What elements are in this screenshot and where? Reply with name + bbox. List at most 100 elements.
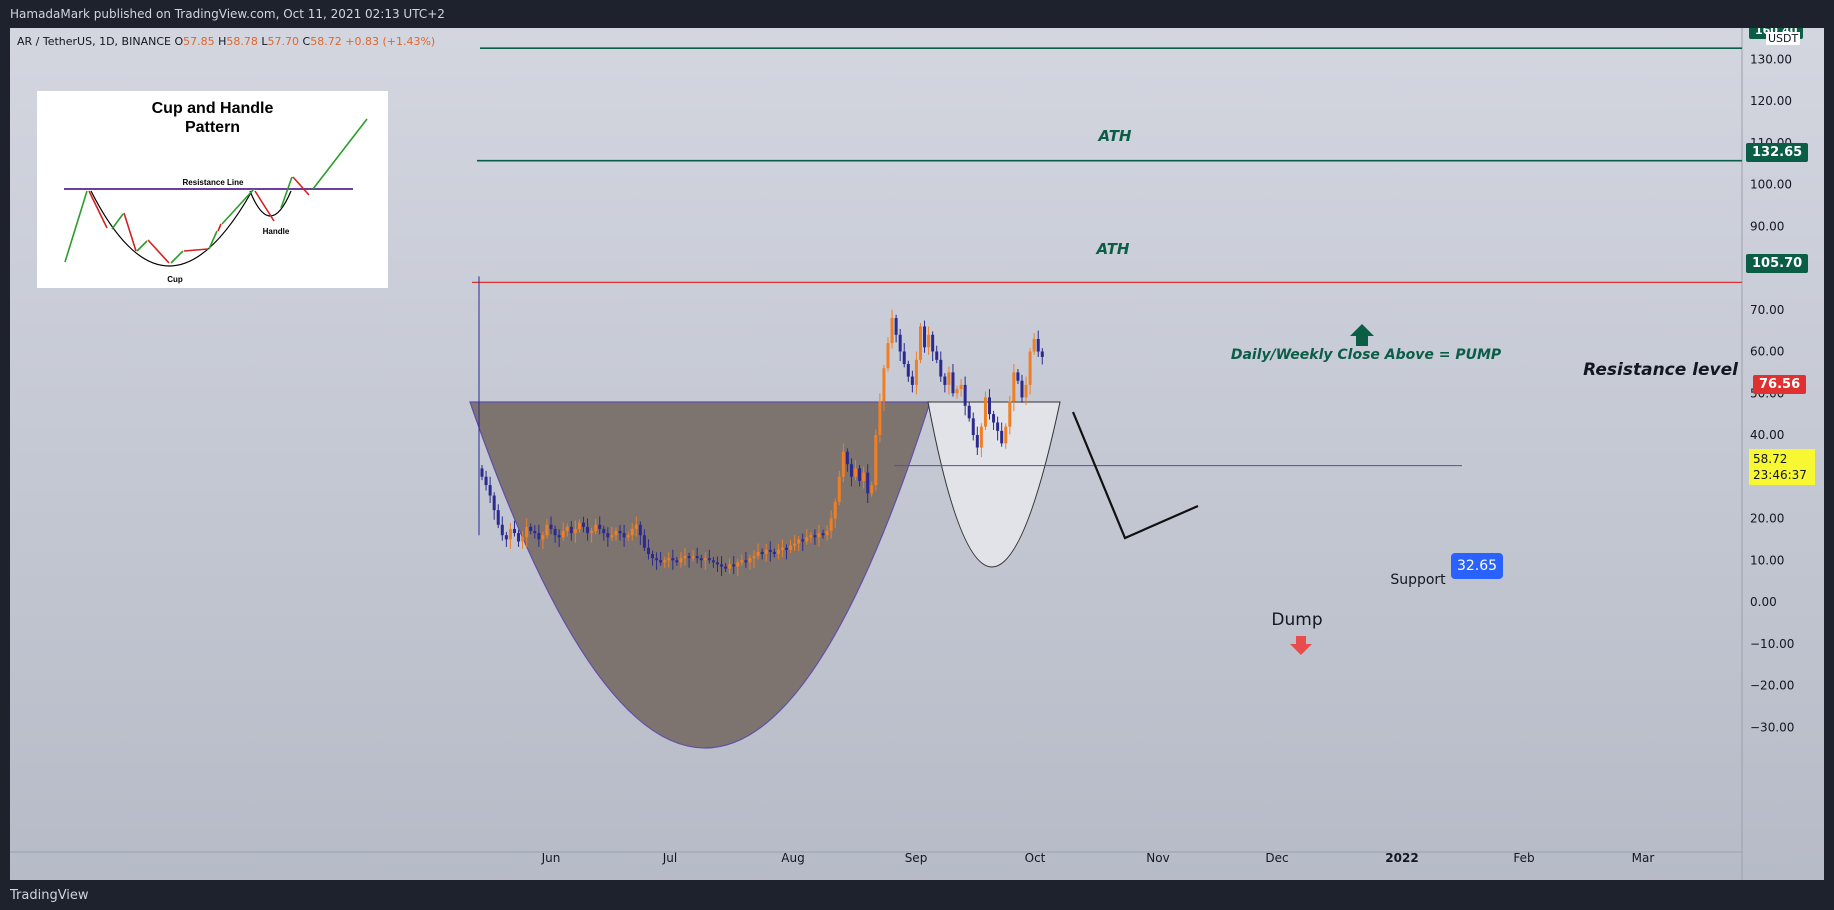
price-badge-ath-upper[interactable]: 132.65 xyxy=(1746,143,1809,162)
candle-down xyxy=(923,326,927,348)
symbol-info[interactable]: AR / TetherUS, 1D, BINANCE O57.85 H58.78… xyxy=(17,35,435,48)
price-badge-support[interactable]: 32.65 xyxy=(1451,553,1503,579)
inset-red-arrows xyxy=(88,176,310,264)
candle-up xyxy=(565,526,569,532)
time-tick-label: 2022 xyxy=(1385,851,1418,865)
inset-title-line1: Cup and Handle xyxy=(151,100,274,117)
candle-down xyxy=(500,524,504,536)
candle-down xyxy=(711,560,715,563)
candle-up xyxy=(927,334,931,348)
price-badge-resistance[interactable]: 76.56 xyxy=(1753,375,1807,394)
open-value: 57.85 xyxy=(183,35,215,48)
price-tick-label: 70.00 xyxy=(1750,303,1784,317)
candle-up xyxy=(1008,401,1012,427)
candle-up xyxy=(793,543,797,546)
candle-up xyxy=(626,535,630,538)
currency-label: USDT xyxy=(1766,32,1801,45)
candle-down xyxy=(517,533,521,542)
price-tick-label: 60.00 xyxy=(1750,345,1784,359)
candle-up xyxy=(886,343,890,369)
price-tick-label: −30.00 xyxy=(1750,720,1794,734)
candle-up xyxy=(1012,372,1016,402)
time-tick-label: Aug xyxy=(781,851,804,865)
candle-down xyxy=(553,528,557,536)
inset-cup-curve xyxy=(90,190,253,267)
candle-up xyxy=(947,372,951,385)
chart-canvas[interactable]: 150.00140.00130.00120.00110.00100.0090.0… xyxy=(10,28,1824,880)
price-badge-ath-lower[interactable]: 105.70 xyxy=(1746,254,1809,273)
candle-down xyxy=(845,451,849,465)
inset-title-line2: Pattern xyxy=(184,119,241,136)
dump-arrow-icon xyxy=(1290,636,1312,655)
candle-down xyxy=(724,566,728,569)
candle-down xyxy=(988,397,991,415)
symbol-pair: AR / TetherUS, 1D, BINANCE xyxy=(17,35,171,48)
candle-down xyxy=(858,468,862,481)
candle-down xyxy=(602,528,606,534)
last-price-value: 58.72 xyxy=(1753,452,1788,466)
candle-down xyxy=(906,364,910,377)
candle-down xyxy=(586,526,590,534)
candle-down xyxy=(975,435,979,448)
candle-up xyxy=(703,558,707,561)
candle-down xyxy=(504,535,508,540)
inset-handle-label: Handle xyxy=(263,227,290,236)
high-value: 58.78 xyxy=(226,35,258,48)
candle-down xyxy=(1036,338,1040,352)
change-value: +0.83 (+1.43%) xyxy=(345,35,436,48)
candle-up xyxy=(756,551,760,557)
inset-handle-curve xyxy=(249,190,292,217)
candle-up xyxy=(740,560,744,563)
low-label: L xyxy=(261,35,268,48)
candle-up xyxy=(776,549,780,554)
candle-down xyxy=(642,535,646,548)
chart-area[interactable]: 150.00140.00130.00120.00110.00100.0090.0… xyxy=(10,28,1824,880)
candle-down xyxy=(557,535,561,538)
candle-up xyxy=(854,468,858,477)
candle-up xyxy=(610,535,614,538)
candle-up xyxy=(878,401,882,435)
time-tick-label: Feb xyxy=(1513,851,1534,865)
candle-down xyxy=(671,558,675,561)
candle-down xyxy=(992,414,996,423)
candle-down xyxy=(720,564,724,567)
candle-up xyxy=(809,535,813,538)
dump-text: Dump xyxy=(1271,610,1322,630)
price-tick-label: 120.00 xyxy=(1750,94,1792,108)
candle-down xyxy=(715,562,719,565)
candle-up xyxy=(918,326,922,360)
candle-down xyxy=(1020,380,1024,398)
candle-down xyxy=(675,560,679,563)
price-badge-ath-lower-value: 105.70 xyxy=(1752,256,1803,271)
candle-down xyxy=(772,551,776,554)
candle-down xyxy=(533,531,537,534)
bar-countdown: 23:46:37 xyxy=(1753,468,1807,482)
candle-up xyxy=(837,476,841,502)
candle-down xyxy=(646,547,650,554)
bottom-bar: TradingView xyxy=(0,880,1834,910)
candle-down xyxy=(1040,351,1044,357)
candle-up xyxy=(525,526,529,538)
candle-up xyxy=(634,524,638,529)
candle-down xyxy=(618,531,622,534)
candle-up xyxy=(736,562,740,567)
candle-up xyxy=(679,558,683,563)
handle-shape xyxy=(927,401,1061,568)
candle-down xyxy=(768,549,772,552)
candle-down xyxy=(744,560,748,563)
candle-up xyxy=(764,549,768,554)
price-tick-label: 40.00 xyxy=(1750,428,1784,442)
candle-down xyxy=(699,558,703,561)
candle-up xyxy=(691,556,695,559)
candle-up xyxy=(789,545,793,550)
candle-up xyxy=(979,426,983,448)
candle-up xyxy=(752,556,756,559)
last-price-box[interactable]: 58.72 23:46:37 xyxy=(1749,449,1815,485)
price-badge-support-value: 32.65 xyxy=(1456,558,1498,574)
candle-down xyxy=(549,524,553,529)
candle-down xyxy=(801,539,805,542)
tradingview-logo[interactable]: TradingView xyxy=(10,888,89,903)
ath-label-lower: ATH xyxy=(1096,240,1130,258)
candle-up xyxy=(541,535,545,540)
time-axis[interactable]: Jun Jul Aug Sep Oct Nov Dec 2022 Feb Mar xyxy=(541,851,1655,865)
